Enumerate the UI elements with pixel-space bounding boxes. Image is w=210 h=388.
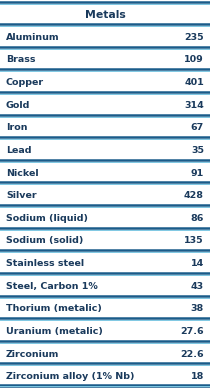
Text: Silver: Silver [6, 191, 37, 200]
Text: 27.6: 27.6 [180, 327, 204, 336]
Text: Sodium (solid): Sodium (solid) [6, 236, 83, 246]
Text: Nickel: Nickel [6, 168, 39, 178]
Text: 43: 43 [191, 282, 204, 291]
Text: 18: 18 [191, 372, 204, 381]
Text: 109: 109 [184, 55, 204, 64]
Text: 135: 135 [184, 236, 204, 246]
Text: 314: 314 [184, 101, 204, 110]
Text: Metals: Metals [85, 10, 125, 20]
Text: 235: 235 [184, 33, 204, 42]
Text: Steel, Carbon 1%: Steel, Carbon 1% [6, 282, 98, 291]
Text: 428: 428 [184, 191, 204, 200]
Text: Sodium (liquid): Sodium (liquid) [6, 214, 88, 223]
Text: Copper: Copper [6, 78, 44, 87]
Text: Brass: Brass [6, 55, 35, 64]
Text: Lead: Lead [6, 146, 32, 155]
Text: Thorium (metalic): Thorium (metalic) [6, 304, 102, 314]
Text: 401: 401 [184, 78, 204, 87]
Text: Zirconium: Zirconium [6, 350, 59, 359]
Text: Zirconium alloy (1% Nb): Zirconium alloy (1% Nb) [6, 372, 134, 381]
Text: 67: 67 [191, 123, 204, 132]
Text: Gold: Gold [6, 101, 30, 110]
Text: 86: 86 [191, 214, 204, 223]
Text: Uranium (metalic): Uranium (metalic) [6, 327, 103, 336]
Text: 22.6: 22.6 [180, 350, 204, 359]
Text: 38: 38 [191, 304, 204, 314]
Text: Iron: Iron [6, 123, 28, 132]
Text: 91: 91 [191, 168, 204, 178]
Text: 14: 14 [191, 259, 204, 268]
Text: Stainless steel: Stainless steel [6, 259, 84, 268]
Text: 35: 35 [191, 146, 204, 155]
Text: Aluminum: Aluminum [6, 33, 60, 42]
